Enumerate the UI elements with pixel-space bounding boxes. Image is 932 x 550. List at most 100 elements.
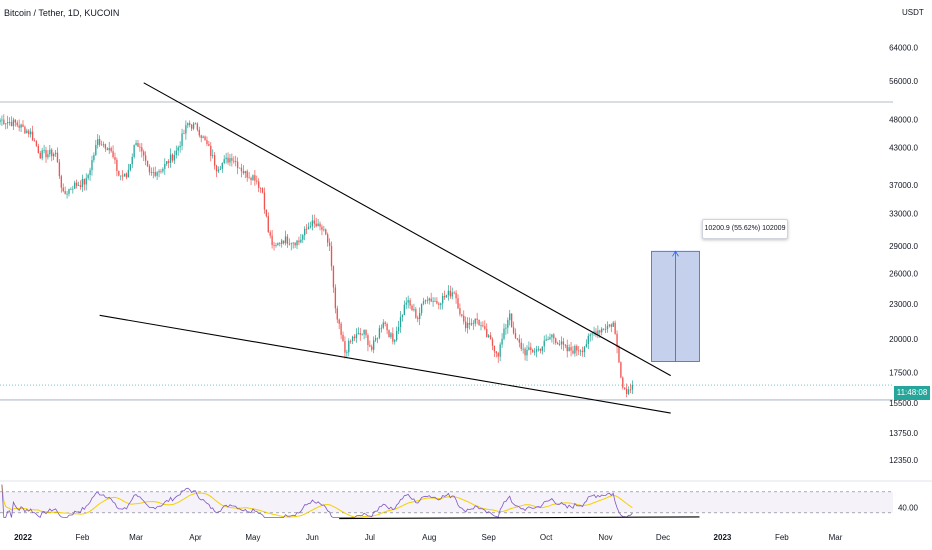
drawing-objects [0,82,893,520]
candle-body [281,240,283,244]
candle-body [311,220,314,227]
time-tick-label: May [245,533,260,542]
candle-body [26,130,28,134]
candle-body [476,318,478,320]
candle-body [591,333,593,335]
candle-body [164,163,166,169]
candle-body [436,301,438,304]
axes: 64000.0 56000.0 48000.0 43000.0 37000.0 33000… [14,44,918,542]
candle-body [64,191,66,194]
candle-body [487,335,490,338]
candle-body [455,292,457,299]
candle-body [49,149,51,155]
candle-body [319,223,321,227]
candle-body [254,175,256,181]
candle-body [578,350,580,352]
candle-body [449,290,452,297]
candle-body [558,344,561,346]
candle-body [537,348,540,350]
candle-body [54,152,57,155]
candle-body [595,331,597,335]
candle-body [516,338,519,340]
candle-body [39,152,41,159]
candle-body [403,304,406,315]
price-tick-label: 56000.0 [889,77,918,86]
candle-body [484,326,486,329]
candle-body [422,301,425,304]
candle-body [576,346,578,351]
time-tick-label: Jul [365,533,375,542]
time-tick-label: Sep [482,533,497,542]
candle-body [486,328,488,338]
time-tick-label: Aug [422,533,436,542]
candle-body [627,389,630,394]
candle-body [357,333,360,335]
candle-body [330,246,333,267]
candle-body [52,154,55,157]
candle-body [493,345,496,352]
candle-body [608,324,611,326]
candle-body [510,313,513,328]
candle-body [629,389,632,391]
candle-body [618,347,620,363]
candle-body [581,350,584,353]
candle-body [407,300,409,303]
candle-body [102,144,105,146]
candle-body [106,148,108,151]
candle-body [18,125,20,128]
candle-body [210,145,212,156]
candle-body [315,223,317,227]
candle-body [545,339,547,341]
candle-body [143,151,145,156]
candle-body [530,347,532,351]
candle-body [340,323,342,335]
candle-body [160,171,162,172]
candle-body [33,140,36,142]
candle-body [388,330,390,338]
candle-body [100,144,103,146]
candle-body [440,303,442,305]
candle-body [114,157,116,160]
candle-body [261,188,264,193]
candle-body [428,298,430,301]
candle-body [560,341,563,345]
candle-body [367,335,369,346]
current-price-tag: 11:48:08 [894,386,930,400]
candle-body [382,322,384,328]
candle-body [156,172,158,176]
candle-body [0,119,1,123]
candle-body [187,123,189,126]
candle-body [620,362,622,378]
candle-body [441,296,444,304]
price-tick-label: 23000.0 [889,300,918,309]
candle-body [470,323,473,325]
candle-body [461,314,463,316]
candle-body [227,157,229,163]
candle-body [277,243,279,246]
measure-arrow-head [672,250,679,257]
candle-body [242,171,245,174]
candle-body [229,158,231,163]
candle-body [85,178,87,185]
candle-body [235,161,237,162]
candle-body [631,385,634,390]
candle-body [269,232,271,236]
candle-body [579,350,582,352]
candle-body [589,334,591,336]
candle-body [612,322,614,327]
candle-body [528,347,530,350]
candle-body [585,344,588,347]
candle-body [309,226,312,228]
price-tick-label: 33000.0 [889,210,918,219]
candle-body [543,340,545,347]
candle-body [167,161,170,163]
candle-body [265,209,268,217]
candle-body [97,139,99,145]
price-tick-label: 26000.0 [889,269,918,278]
candle-body [108,148,110,151]
price-tick-label: 20000.0 [889,335,918,344]
candle-body [392,333,394,342]
candle-body [104,144,107,149]
candle-body [158,171,160,173]
